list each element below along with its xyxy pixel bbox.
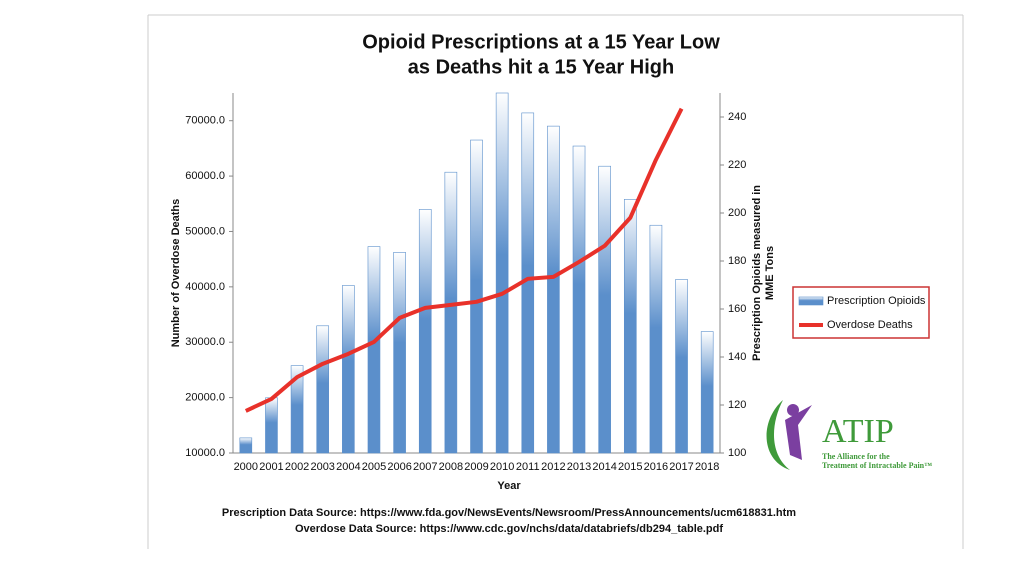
legend-swatch	[798, 296, 824, 306]
x-tick-label: 2004	[336, 461, 360, 473]
bar	[495, 92, 509, 454]
x-tick-label: 2006	[387, 461, 411, 473]
y2-axis-label: Prescription Opioids measured in	[751, 185, 763, 361]
x-tick-label: 2009	[464, 461, 488, 473]
x-tick-label: 2010	[490, 461, 514, 473]
y2-tick-label: 140	[728, 351, 746, 363]
bar	[649, 224, 663, 454]
logo-tagline: Treatment of Intractable Pain™	[822, 461, 932, 470]
x-tick-label: 2017	[669, 461, 693, 473]
logo-swoosh	[766, 400, 790, 470]
logo-tagline: The Alliance for the	[822, 452, 890, 461]
y-tick-label: 60000.0	[185, 170, 225, 182]
bar	[623, 199, 637, 454]
y-tick-label: 20000.0	[185, 392, 225, 404]
line	[244, 107, 684, 413]
source: Overdose Data Source: https://www.cdc.go…	[295, 523, 723, 535]
y2-tick-label: 120	[728, 399, 746, 411]
x-tick-label: 2001	[259, 461, 283, 473]
bar	[342, 285, 355, 454]
bar	[700, 331, 714, 454]
bar	[316, 325, 330, 454]
y2-tick-label: 100	[728, 447, 746, 459]
y-tick-label: 40000.0	[185, 281, 225, 293]
x-tick-label: 2016	[644, 461, 668, 473]
y2-tick-label: 180	[728, 255, 746, 267]
y-tick-label: 50000.0	[185, 225, 225, 237]
logo: ATIP The Alliance for the Treatment of I…	[766, 400, 932, 470]
logo-name: ATIP	[822, 413, 894, 450]
bar	[265, 397, 278, 454]
x-tick-label: 2003	[310, 461, 334, 473]
x-tick-label: 2002	[285, 461, 309, 473]
y2-tick-label: 160	[728, 303, 746, 315]
x-tick-label: 2000	[234, 461, 258, 473]
x-tick-label: 2013	[567, 461, 591, 473]
y2-tick-label: 200	[728, 207, 746, 219]
bar	[675, 279, 688, 454]
bar	[367, 246, 381, 454]
x-axis-label: Year	[497, 480, 521, 492]
y-tick-label: 70000.0	[185, 115, 225, 127]
bar	[572, 145, 586, 454]
bar	[444, 171, 458, 454]
x-tick-label: 2008	[439, 461, 463, 473]
legend-box	[792, 286, 930, 339]
source: Prescription Data Source: https://www.fd…	[222, 507, 796, 519]
chart-title: Opioid Prescriptions at a 15 Year Low	[362, 31, 720, 53]
logo-head	[787, 404, 799, 416]
bar	[598, 165, 611, 454]
x-tick-label: 2018	[695, 461, 719, 473]
y2-tick-label: 240	[728, 111, 746, 123]
bar	[547, 125, 560, 454]
y-axis-label: Number of Overdose Deaths	[170, 199, 182, 348]
x-tick-label: 2012	[541, 461, 565, 473]
x-tick-label: 2011	[516, 461, 540, 473]
y2-tick-label: 220	[728, 159, 746, 171]
x-tick-label: 2007	[413, 461, 437, 473]
y-tick-label: 30000.0	[185, 336, 225, 348]
y2-axis-label: MME Tons	[764, 246, 776, 300]
legend-label: Overdose Deaths	[827, 319, 913, 331]
y-tick-label: 10000.0	[185, 447, 225, 459]
bar	[418, 209, 432, 454]
bar	[239, 437, 253, 454]
legend-label: Prescription Opioids	[827, 295, 926, 307]
x-tick-label: 2005	[362, 461, 386, 473]
bar	[470, 139, 483, 454]
x-tick-label: 2015	[618, 461, 642, 473]
bar	[393, 252, 406, 454]
logo-figure	[785, 405, 812, 460]
chart-title: as Deaths hit a 15 Year High	[408, 56, 674, 78]
bar	[290, 365, 304, 454]
x-tick-label: 2014	[592, 461, 616, 473]
